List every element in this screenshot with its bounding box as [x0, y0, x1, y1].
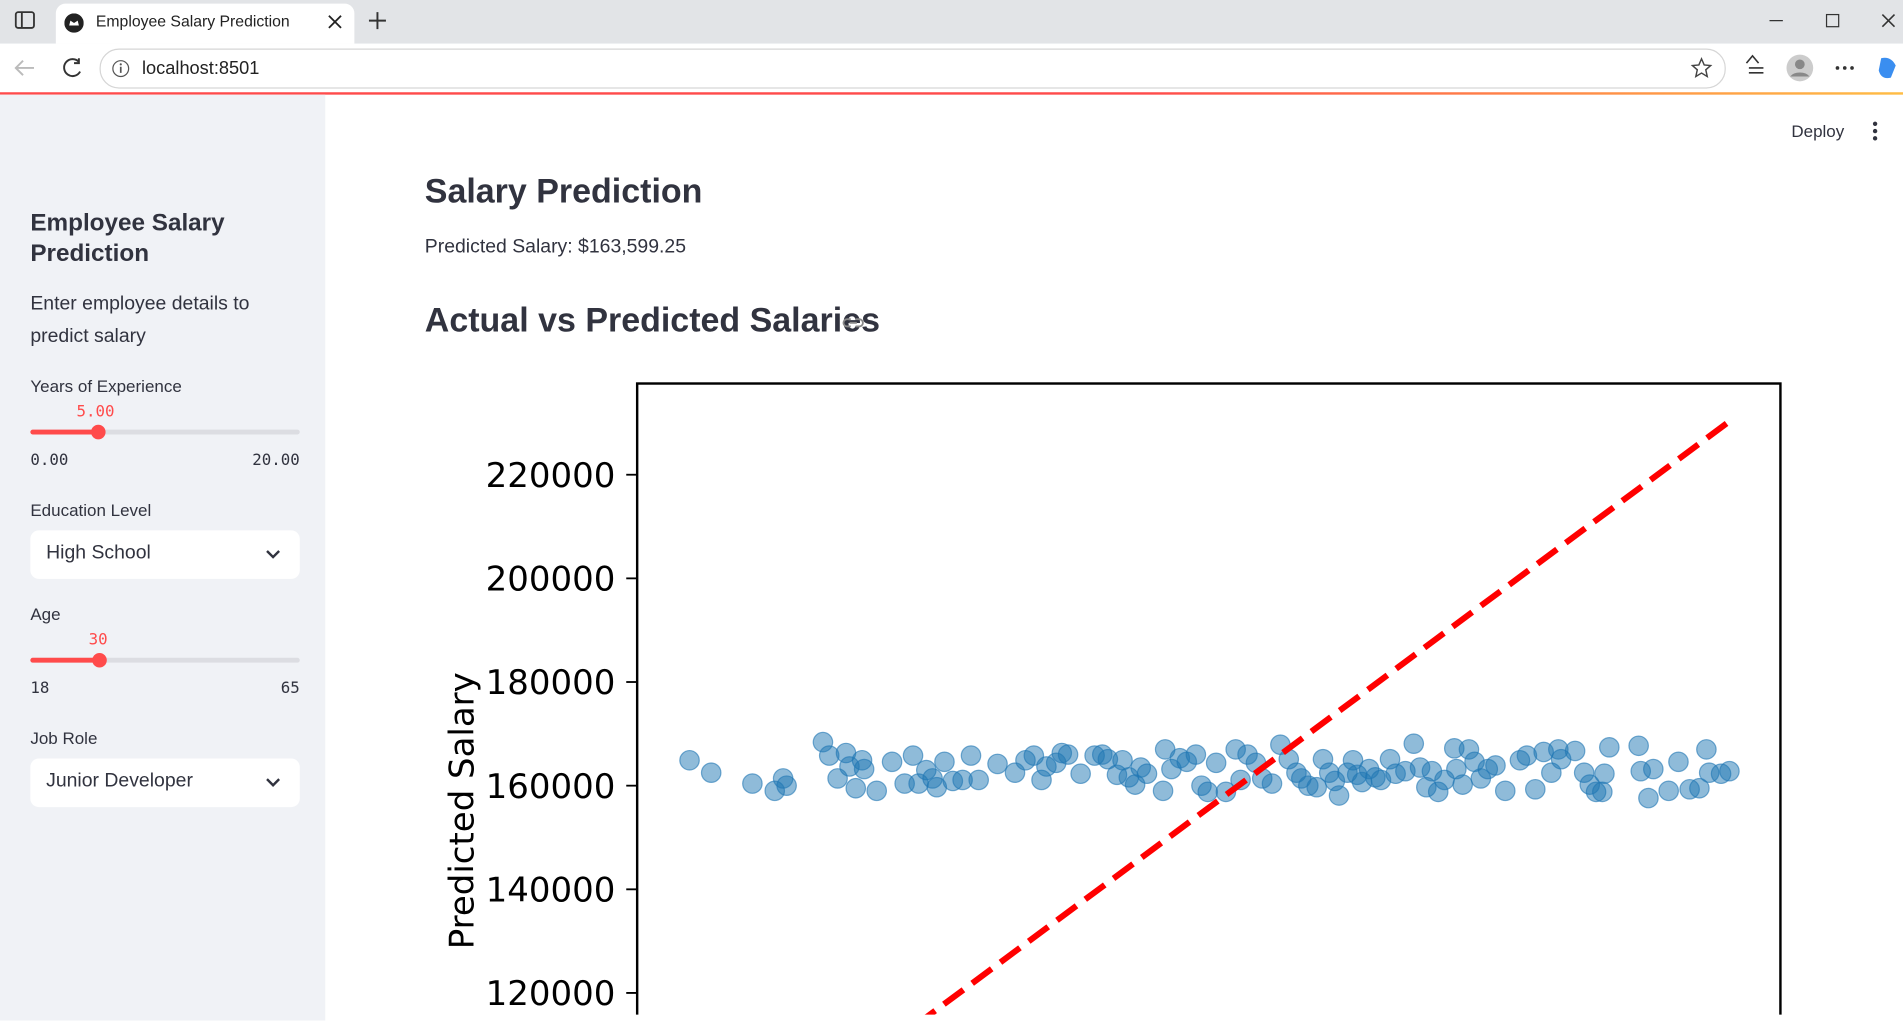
slider-fill: [30, 657, 100, 663]
scatter-point: [1205, 752, 1227, 774]
slider-track[interactable]: [30, 657, 300, 663]
sidebar-title: Employee Salary Prediction: [30, 209, 225, 268]
slider-label: Years of Experience: [30, 376, 182, 396]
window-controls[interactable]: [1766, 12, 1900, 31]
sidebar-toggle-icon[interactable]: [14, 11, 37, 30]
scatter-point: [1185, 744, 1207, 765]
toolbar-icons[interactable]: [1743, 53, 1903, 82]
scatter-point: [1599, 736, 1620, 758]
slider-min: 0.00: [30, 451, 69, 470]
y-axis-label: Predicted Salary: [442, 672, 482, 949]
select-box[interactable]: Junior Developer: [30, 758, 300, 808]
scatter-point: [1452, 774, 1473, 795]
slider-thumb[interactable]: [92, 652, 107, 668]
y-tick-label: 120000: [486, 974, 616, 1014]
slider-value: 30: [88, 631, 108, 650]
scatter-point: [1592, 781, 1613, 803]
y-tick-label: 140000: [486, 870, 616, 910]
y-tick-label: 200000: [486, 560, 616, 600]
slider-thumb[interactable]: [91, 424, 106, 440]
scatter-point: [1696, 739, 1717, 760]
scatter-point: [1643, 758, 1664, 780]
loading-bar: [0, 92, 1903, 95]
deploy-button[interactable]: Deploy: [1791, 121, 1845, 141]
scatter-point: [1516, 745, 1538, 766]
url: localhost:8501: [141, 58, 260, 79]
scatter-point: [866, 780, 888, 802]
chart-heading: Actual vs Predicted Salaries: [424, 300, 880, 339]
chart: 120000 140000 160000 180000 200000 220000 Pred…: [442, 382, 1782, 1015]
scatter-point: [881, 751, 903, 773]
select-value: High School: [46, 542, 151, 564]
scatter-point: [845, 777, 867, 799]
scatter-point: [1328, 785, 1350, 806]
scatter-point: [1261, 773, 1283, 794]
scatter-point: [1524, 778, 1546, 800]
scatter-point: [1070, 763, 1091, 785]
scatter-point: [1638, 787, 1659, 809]
scatter-point: [1658, 780, 1679, 802]
slider-track[interactable]: [30, 429, 300, 435]
tab-favicon: [64, 13, 84, 33]
nav-buttons[interactable]: [12, 57, 109, 79]
slider-value: 5.00: [76, 402, 115, 422]
scatter-point: [968, 769, 989, 791]
page-title: Salary Prediction: [424, 172, 703, 210]
select-label: Job Role: [30, 728, 98, 748]
prediction-text: Predicted Salary: $163,599.25: [424, 236, 687, 258]
scatter-point: [960, 745, 982, 766]
slider-fill: [30, 429, 99, 435]
scatter-point: [1112, 749, 1133, 771]
favorite-star[interactable]: [1690, 57, 1713, 79]
scatter-point: [742, 773, 763, 794]
tab-title: Employee Salary Prediction: [95, 12, 290, 31]
scatter-point: [1306, 776, 1328, 798]
slider-max: 65: [280, 679, 300, 698]
scatter-point: [1719, 760, 1740, 782]
scatter-point: [853, 758, 875, 780]
active-tab[interactable]: Employee Salary Prediction: [55, 3, 355, 44]
scatter-point: [1197, 781, 1219, 803]
scatter-point: [1057, 744, 1079, 765]
select-box[interactable]: High School: [30, 530, 300, 579]
scatter-point: [1564, 740, 1586, 762]
scatter-point: [1485, 755, 1506, 776]
y-tick-label: 180000: [486, 663, 616, 703]
scatter-point: [700, 762, 722, 784]
slider-label: Age: [30, 604, 61, 624]
tab-close[interactable]: [328, 15, 343, 30]
scatter-point: [902, 745, 924, 766]
chevron: [266, 550, 280, 559]
scatter-point: [1136, 763, 1158, 785]
scatter-point: [1689, 777, 1710, 799]
scatter-point: [1152, 780, 1174, 802]
scatter-point: [934, 751, 955, 773]
plot-frame: [635, 382, 1782, 1015]
sidebar: Employee Salary Prediction Enter employe…: [0, 94, 326, 1021]
select-value: Junior Developer: [46, 770, 193, 792]
scatter-point: [1668, 751, 1689, 773]
scatter-point: [776, 775, 797, 796]
select-label: Education Level: [30, 500, 152, 520]
chevron: [266, 778, 280, 787]
address-bar[interactable]: localhost:8501: [99, 48, 1726, 89]
scatter-point: [1628, 735, 1649, 757]
new-tab[interactable]: [367, 10, 389, 32]
scatter-point: [1403, 733, 1425, 754]
anchor-link[interactable]: [842, 316, 864, 331]
scatter-point: [679, 749, 700, 771]
slider-min: 18: [30, 679, 50, 698]
scatter-point: [987, 753, 1008, 775]
sidebar-description: Enter employee details to predict salary: [30, 293, 250, 348]
y-tick-label: 160000: [486, 767, 616, 807]
site-info-icon[interactable]: [112, 59, 130, 78]
main-menu[interactable]: [1870, 120, 1880, 142]
scatter-point: [1494, 780, 1516, 802]
y-tick-label: 220000: [486, 456, 616, 496]
slider-max: 20.00: [252, 451, 300, 470]
scatter-point: [1594, 763, 1615, 785]
reference-line: [924, 418, 1732, 1015]
